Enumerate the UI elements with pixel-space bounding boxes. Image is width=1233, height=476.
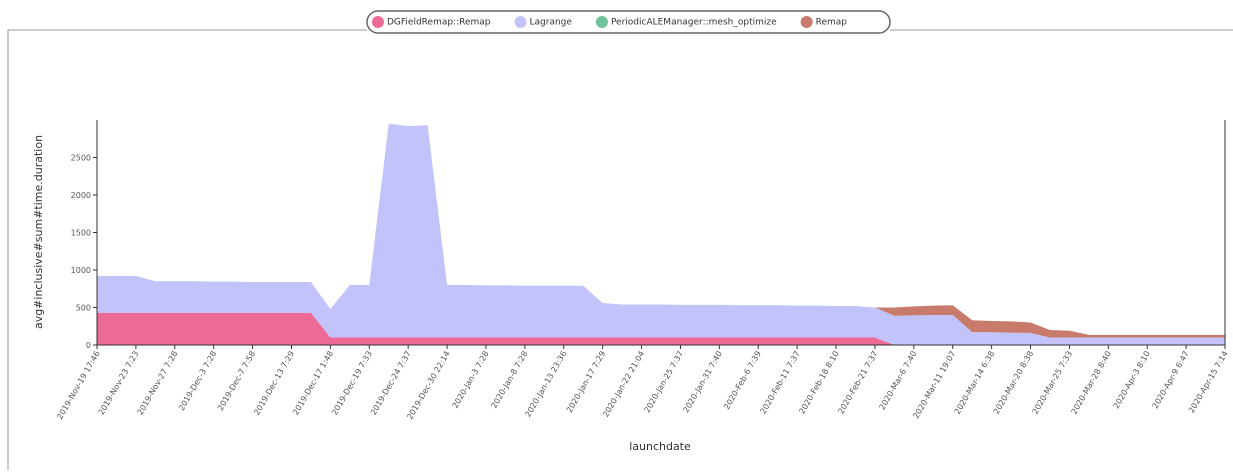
x-tick-label: 2020-Jan-13 23:36 (523, 350, 568, 419)
x-tick-label: 2020-Apr-9 6:47 (1151, 350, 1191, 411)
panel-border (7, 29, 1233, 470)
y-tick-label: 1000 (71, 266, 91, 275)
area (97, 123, 1225, 345)
x-tick-label: 2020-Feb-18 8:10 (797, 350, 840, 416)
x-tick-label: 2020-Apr-3 8:10 (1112, 350, 1152, 411)
x-tick-label: 2020-Feb-21 7:37 (836, 350, 879, 416)
x-tick-label: 2020-Jan-3 7:28 (451, 350, 491, 410)
x-tick-label: 2019-Nov-27 7:28 (136, 350, 180, 417)
x-tick-label: 2020-Mar-11 19:07 (911, 350, 957, 421)
x-axis-title: launchdate (629, 440, 691, 453)
x-tick-label: 2019-Nov-19 17:46 (55, 350, 101, 421)
y-tick-label: 2500 (71, 154, 91, 163)
legend-label: Lagrange (530, 18, 573, 28)
y-tick-label: 0 (86, 341, 91, 350)
x-tick-label: 2020-Mar-6 7:40 (878, 350, 919, 412)
x-tick-label: 2020-Jan-8 7:28 (490, 350, 530, 410)
x-tick-label: 2020-Apr-15 7:14 (1187, 350, 1230, 415)
x-tick-label: 2020-Mar-14 6:38 (953, 350, 996, 416)
legend-marker (800, 16, 813, 28)
legend-label: DGFieldRemap::Remap (387, 18, 491, 28)
legend-label: Remap (816, 18, 848, 28)
x-tick-label: 2019-Nov-23 7:23 (97, 350, 141, 417)
legend-marker (595, 16, 608, 28)
x-tick-label: 2019-Dec-7 7:58 (216, 350, 257, 413)
x-tick-label: 2019-Dec-3 7:28 (177, 350, 218, 413)
y-tick-label: 1500 (71, 229, 91, 238)
x-tick-label: 2020-Mar-20 8:38 (992, 350, 1035, 416)
legend-label: PeriodicALEManager::mesh_optimize (611, 18, 777, 28)
area (97, 312, 1225, 345)
legend: DGFieldRemap::Remap Lagrange PeriodicALEMa… (372, 16, 847, 28)
x-tick-label: 2020-Feb-11 7:37 (759, 350, 802, 416)
y-tick-label: 2000 (71, 191, 91, 200)
legend-marker (372, 16, 384, 28)
y-tick-label: 500 (76, 304, 91, 313)
x-tick-label: 2019-Dec-17 1:48 (291, 350, 335, 417)
x-tick-label: 2020-Feb-6 7:39 (722, 350, 763, 412)
x-tick-label: 2019-Dec-13 7:29 (252, 350, 296, 417)
x-tick-label: 2020-Mar-28 8:40 (1070, 350, 1113, 416)
x-tick-label: 2020-Jan-22 21:04 (601, 350, 646, 419)
x-tick-label: 2020-Jan-31 7:40 (681, 350, 724, 415)
x-tick-label: 2019-Dec-30 22:14 (405, 350, 451, 422)
x-tick-label: 2019-Dec-24 7:37 (369, 350, 413, 417)
x-tick-label: 2020-Jan-25 7:37 (643, 350, 686, 415)
x-tick-label: 2019-Dec-19 7:33 (330, 350, 374, 417)
legend-marker (514, 16, 527, 28)
x-tick-label: 2020-Jan-17 7:29 (565, 350, 608, 415)
x-tick-label: 2020-Mar-25 7:33 (1031, 350, 1074, 416)
y-axis-title: avg#inclusive#sum#time.duration (32, 135, 45, 329)
legend-box (366, 10, 891, 34)
